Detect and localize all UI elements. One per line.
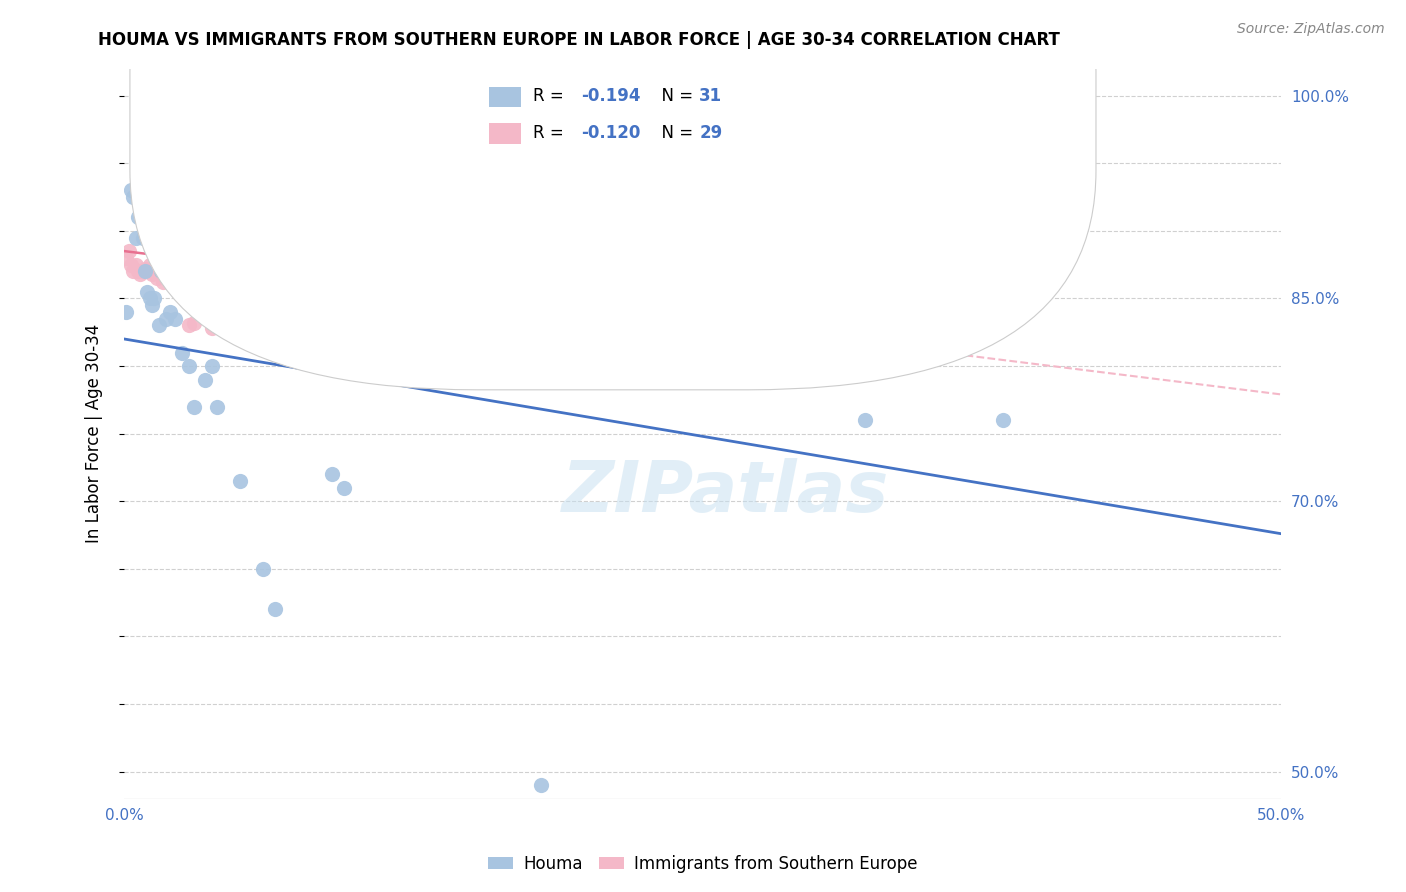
Point — [170, 277, 193, 292]
Point — [263, 339, 285, 353]
Point — [138, 292, 160, 306]
Point — [530, 778, 553, 792]
Point — [115, 251, 138, 265]
Text: 31: 31 — [699, 87, 723, 105]
Text: Source: ZipAtlas.com: Source: ZipAtlas.com — [1237, 22, 1385, 37]
Point — [201, 359, 224, 373]
Point — [190, 305, 212, 319]
Point — [163, 280, 186, 294]
Point — [141, 267, 163, 281]
Bar — [488, 87, 522, 107]
Legend: Houma, Immigrants from Southern Europe: Houma, Immigrants from Southern Europe — [481, 848, 925, 880]
Point — [115, 305, 138, 319]
Point — [125, 230, 148, 244]
Point — [134, 264, 156, 278]
Point — [148, 258, 170, 272]
Point — [155, 311, 177, 326]
Point — [163, 311, 186, 326]
Text: N =: N = — [651, 87, 697, 105]
Point — [170, 345, 193, 359]
Point — [125, 258, 148, 272]
Point — [177, 318, 200, 333]
Point — [177, 359, 200, 373]
Point — [183, 400, 205, 414]
Point — [134, 261, 156, 276]
Point — [120, 258, 142, 272]
Point — [391, 332, 413, 346]
Point — [148, 318, 170, 333]
Text: -0.120: -0.120 — [581, 124, 641, 142]
Point — [136, 285, 159, 299]
Point — [150, 264, 173, 278]
Point — [118, 244, 141, 258]
Point — [122, 264, 145, 278]
Point — [138, 258, 160, 272]
Point — [229, 474, 252, 488]
Bar — [488, 123, 522, 144]
Point — [152, 275, 174, 289]
Point — [321, 467, 343, 482]
Point — [229, 318, 252, 333]
Point — [122, 190, 145, 204]
FancyBboxPatch shape — [129, 0, 1097, 390]
Point — [129, 267, 152, 281]
Point — [298, 305, 321, 319]
Point — [853, 413, 876, 427]
Point — [333, 481, 356, 495]
Point — [159, 305, 181, 319]
Point — [159, 275, 181, 289]
Text: R =: R = — [533, 124, 568, 142]
Point — [127, 211, 149, 225]
Text: R =: R = — [533, 87, 568, 105]
Point — [129, 169, 152, 184]
Text: -0.194: -0.194 — [581, 87, 641, 105]
Point — [252, 305, 274, 319]
Point — [131, 230, 153, 244]
Point — [136, 264, 159, 278]
Point — [252, 562, 274, 576]
Text: ZIPatlas: ZIPatlas — [562, 458, 890, 526]
Point — [183, 316, 205, 330]
Text: 29: 29 — [699, 124, 723, 142]
Point — [205, 400, 228, 414]
Text: HOUMA VS IMMIGRANTS FROM SOUTHERN EUROPE IN LABOR FORCE | AGE 30-34 CORRELATION : HOUMA VS IMMIGRANTS FROM SOUTHERN EUROPE… — [98, 31, 1060, 49]
Point — [120, 183, 142, 197]
Y-axis label: In Labor Force | Age 30-34: In Labor Force | Age 30-34 — [86, 324, 103, 543]
Text: N =: N = — [651, 124, 697, 142]
Point — [201, 321, 224, 335]
Point — [333, 308, 356, 322]
Point — [263, 602, 285, 616]
Point — [145, 271, 167, 285]
Point — [131, 264, 153, 278]
Point — [127, 264, 149, 278]
Point — [141, 298, 163, 312]
Point — [205, 318, 228, 333]
Point — [143, 292, 166, 306]
Point — [194, 373, 217, 387]
Point — [993, 413, 1015, 427]
